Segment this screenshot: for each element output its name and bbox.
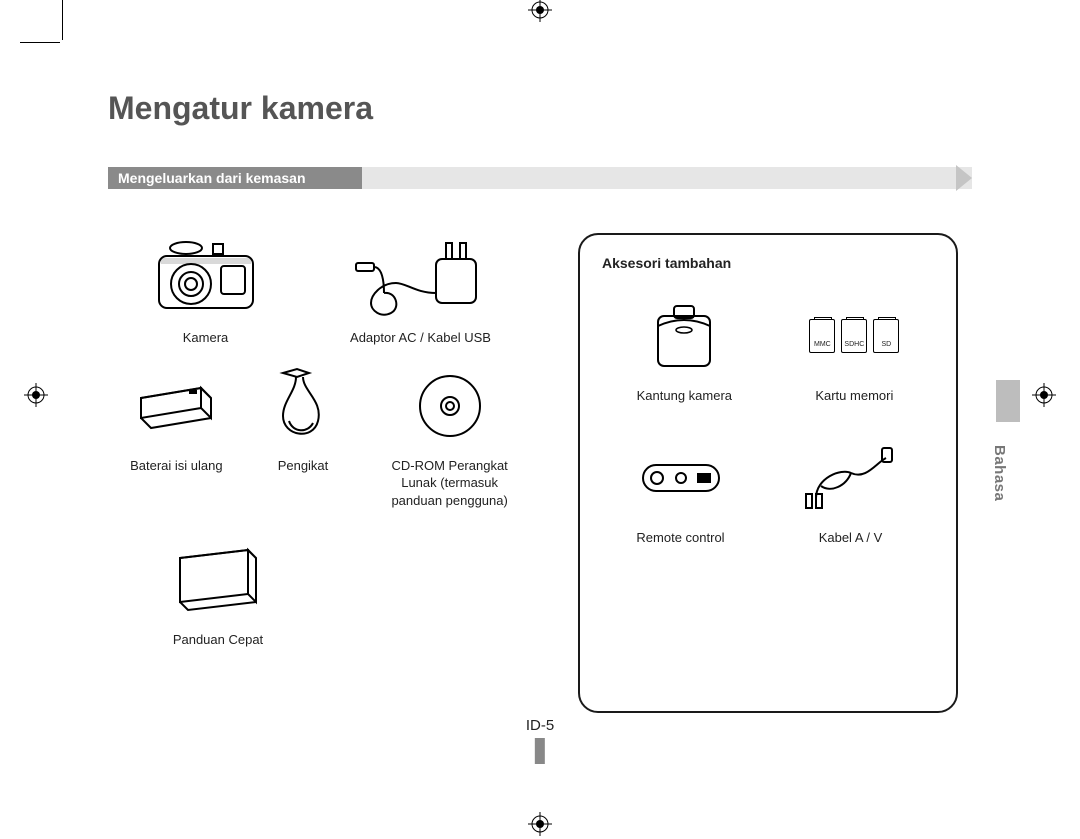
item-remote: Remote control xyxy=(631,433,731,547)
side-tab-highlight xyxy=(996,380,1020,422)
item-label: Remote control xyxy=(636,530,724,545)
included-items-column: Kamera Adaptor AC xyxy=(108,233,538,713)
crop-mark xyxy=(20,42,60,43)
bar-foreground: Mengeluarkan dari kemasan xyxy=(108,167,362,189)
item-quickguide: Panduan Cepat xyxy=(168,535,268,649)
optional-row-2: Remote control Kabel A / V xyxy=(598,433,938,547)
adapter-usb-icon xyxy=(346,233,496,323)
memory-cards-row: MMC SDHC SD xyxy=(809,319,899,353)
card-mmc: MMC xyxy=(809,319,835,353)
page-title: Mengatur kamera xyxy=(108,90,972,127)
registration-mark-top xyxy=(530,0,550,20)
camera-case-icon xyxy=(637,291,732,381)
bar-arrow-icon xyxy=(956,165,972,191)
optional-accessories-panel: Aksesori tambahan Kantung kamera xyxy=(578,233,958,713)
memory-cards-icon: MMC SDHC SD xyxy=(809,291,899,381)
quickguide-icon xyxy=(168,535,268,625)
included-row-3: Panduan Cepat xyxy=(108,535,538,649)
av-cable-icon xyxy=(796,433,906,523)
item-adapter-usb: Adaptor AC / Kabel USB xyxy=(346,233,496,347)
strap-icon xyxy=(253,361,353,451)
item-memory-cards: MMC SDHC SD Kartu memori xyxy=(809,291,899,405)
item-label: Kartu memori xyxy=(815,388,893,403)
crop-mark xyxy=(62,0,63,40)
panel-title: Aksesori tambahan xyxy=(602,255,938,271)
registration-mark-right xyxy=(1034,385,1054,405)
item-label: Panduan Cepat xyxy=(173,632,263,647)
optional-row-1: Kantung kamera MMC SDHC SD Kartu memori xyxy=(598,291,938,405)
page-footer: ID-5 xyxy=(526,717,554,764)
content-columns: Kamera Adaptor AC xyxy=(108,233,972,713)
page-content: Mengatur kamera Mengeluarkan dari kemasa… xyxy=(108,90,972,713)
card-sd: SD xyxy=(873,319,899,353)
item-cdrom: CD-ROM Perangkat Lunak (termasuk panduan… xyxy=(370,361,530,510)
item-battery: Baterai isi ulang xyxy=(116,361,236,510)
item-label: Adaptor AC / Kabel USB xyxy=(350,330,491,345)
item-camera: Kamera xyxy=(151,233,261,347)
item-label: CD-ROM Perangkat Lunak (termasuk panduan… xyxy=(391,458,507,508)
item-camera-case: Kantung kamera xyxy=(637,291,732,405)
section-header-bar: Mengeluarkan dari kemasan xyxy=(108,167,972,197)
registration-mark-bottom xyxy=(530,814,550,834)
item-label: Kabel A / V xyxy=(819,530,883,545)
item-label: Kantung kamera xyxy=(637,388,732,403)
remote-control-icon xyxy=(631,433,731,523)
item-label: Baterai isi ulang xyxy=(130,458,223,473)
included-row-2: Baterai isi ulang Pengikat xyxy=(108,361,538,510)
cdrom-icon xyxy=(370,361,530,451)
page-number: ID-5 xyxy=(526,717,554,734)
included-row-1: Kamera Adaptor AC xyxy=(108,233,538,347)
item-label: Pengikat xyxy=(278,458,329,473)
item-av-cable: Kabel A / V xyxy=(796,433,906,547)
item-strap: Pengikat xyxy=(253,361,353,510)
battery-icon xyxy=(116,361,236,451)
card-sdhc: SDHC xyxy=(841,319,867,353)
footer-marker xyxy=(535,738,545,764)
side-language-tab: Bahasa xyxy=(996,380,1020,510)
registration-mark-left xyxy=(26,385,46,405)
side-tab-label: Bahasa xyxy=(991,445,1008,501)
section-header-text: Mengeluarkan dari kemasan xyxy=(118,170,306,186)
camera-icon xyxy=(151,233,261,323)
item-label: Kamera xyxy=(183,330,229,345)
